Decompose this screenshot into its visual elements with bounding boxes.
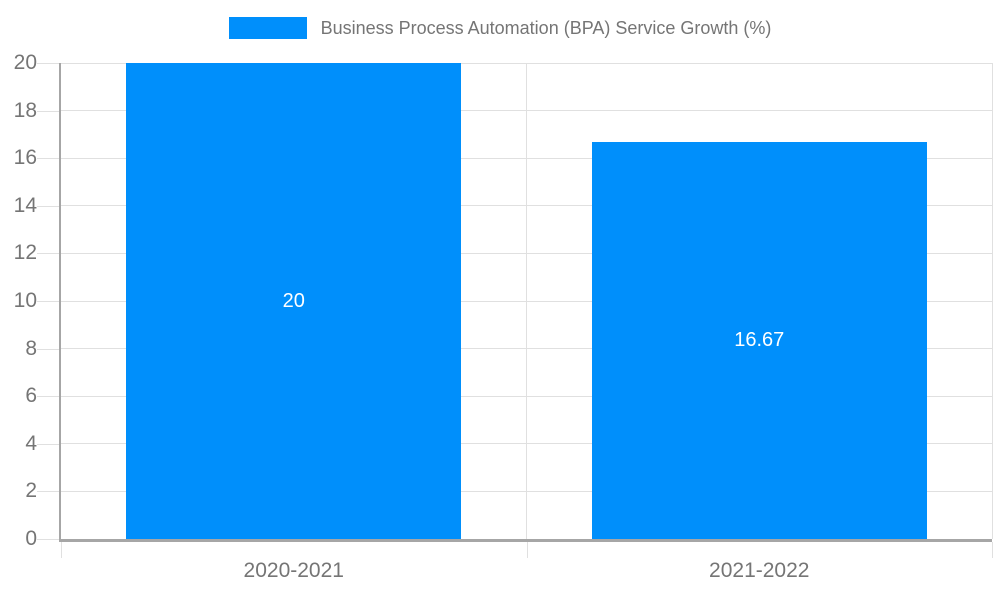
y-axis-tick <box>37 205 59 207</box>
legend: Business Process Automation (BPA) Servic… <box>0 17 1000 39</box>
bar-2021-2022[interactable]: 16.67 <box>591 142 927 539</box>
y-axis-tick <box>37 491 59 493</box>
bar-value-label: 16.67 <box>734 329 785 352</box>
y-axis-tick-label: 10 <box>13 289 37 312</box>
legend-swatch <box>228 17 307 39</box>
y-axis-tick <box>37 63 59 64</box>
plot-area: 20 16.67 <box>59 62 993 542</box>
y-axis-tick-label: 4 <box>25 431 37 455</box>
y-axis-tick <box>37 539 59 540</box>
legend-label: Business Process Automation (BPA) Servic… <box>320 18 772 38</box>
y-axis-tick <box>37 158 59 160</box>
gridline-vertical <box>526 63 527 539</box>
gridline-vertical <box>991 63 993 539</box>
y-axis-tick <box>37 443 59 445</box>
y-axis-tick-label: 14 <box>13 193 37 217</box>
y-axis-tick <box>37 301 59 302</box>
y-axis-tick <box>37 396 59 398</box>
x-axis-tick <box>526 542 528 558</box>
y-axis-tick-label: 8 <box>25 336 37 360</box>
bar-value-label: 20 <box>282 289 305 312</box>
x-axis-tick <box>61 542 62 558</box>
y-axis-tick-label: 18 <box>13 98 37 122</box>
x-axis-tick <box>992 542 993 558</box>
y-axis-tick-label: 20 <box>13 51 37 74</box>
y-axis-tick-label: 6 <box>25 384 37 408</box>
legend-item[interactable]: Business Process Automation (BPA) Servic… <box>228 17 772 39</box>
y-axis-tick-label: 16 <box>13 146 37 170</box>
y-axis-tick-label: 2 <box>25 479 37 503</box>
y-axis-tick <box>37 253 59 255</box>
x-axis-category-label: 2020-2021 <box>243 559 344 582</box>
x-axis-category-label: 2021-2022 <box>709 559 810 582</box>
y-axis-tick-label: 0 <box>25 527 37 550</box>
y-axis-tick-label: 12 <box>13 241 37 265</box>
bar-2020-2021[interactable]: 20 <box>126 63 462 539</box>
y-axis-tick <box>37 348 59 350</box>
y-axis-tick <box>37 110 59 112</box>
